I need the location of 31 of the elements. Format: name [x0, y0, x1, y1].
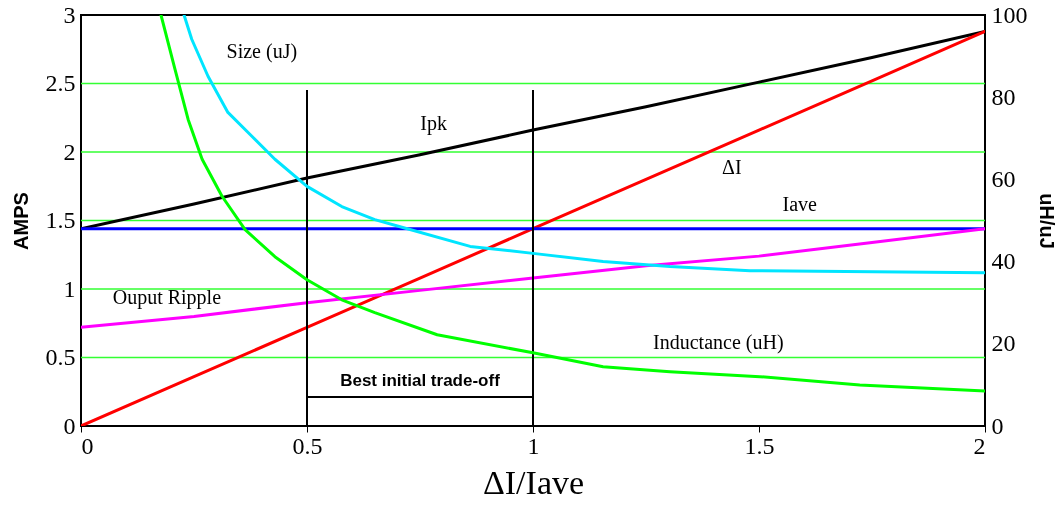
y2-axis-title: uH/uJ	[1035, 193, 1058, 249]
x-axis-title: ΔI/Iave	[482, 463, 585, 501]
line-series	[81, 29, 985, 426]
y2-tick-label: 20	[991, 330, 1016, 357]
line-series	[182, 15, 985, 275]
y2-tick-label: 80	[991, 83, 1016, 110]
annotation: Best initial trade-off	[340, 371, 501, 390]
x-tick-label: 0.5	[292, 432, 323, 459]
line-series	[81, 227, 985, 329]
y-tick-label: 1	[63, 275, 76, 302]
y-tick-label: 3	[63, 1, 76, 28]
y-tick-label: 2	[63, 138, 76, 165]
series-label: ΔI	[722, 155, 742, 178]
series-label: Ouput Ripple	[112, 286, 222, 310]
y-axis-title: AMPS	[9, 192, 32, 250]
series-label: Iave	[782, 192, 818, 215]
y-tick-label: 0	[63, 412, 76, 439]
series-label: Size (uJ)	[226, 40, 298, 64]
y-tick-label: 0.5	[45, 344, 76, 370]
series-label: Inductance (uH)	[653, 331, 784, 355]
x-tick-label: 1	[527, 432, 540, 459]
y-tick-label: 2.5	[45, 70, 76, 96]
x-tick-label: 2	[973, 432, 986, 459]
y2-tick-label: 60	[991, 165, 1016, 192]
y2-tick-label: 100	[991, 1, 1028, 28]
series-label: Ipk	[420, 111, 447, 135]
y-tick-label: 1.5	[45, 207, 76, 233]
x-tick-label: 0	[81, 432, 94, 459]
x-tick-label: 1.5	[744, 432, 775, 459]
y2-tick-label: 40	[991, 248, 1016, 275]
y2-tick-label: 0	[991, 412, 1004, 439]
